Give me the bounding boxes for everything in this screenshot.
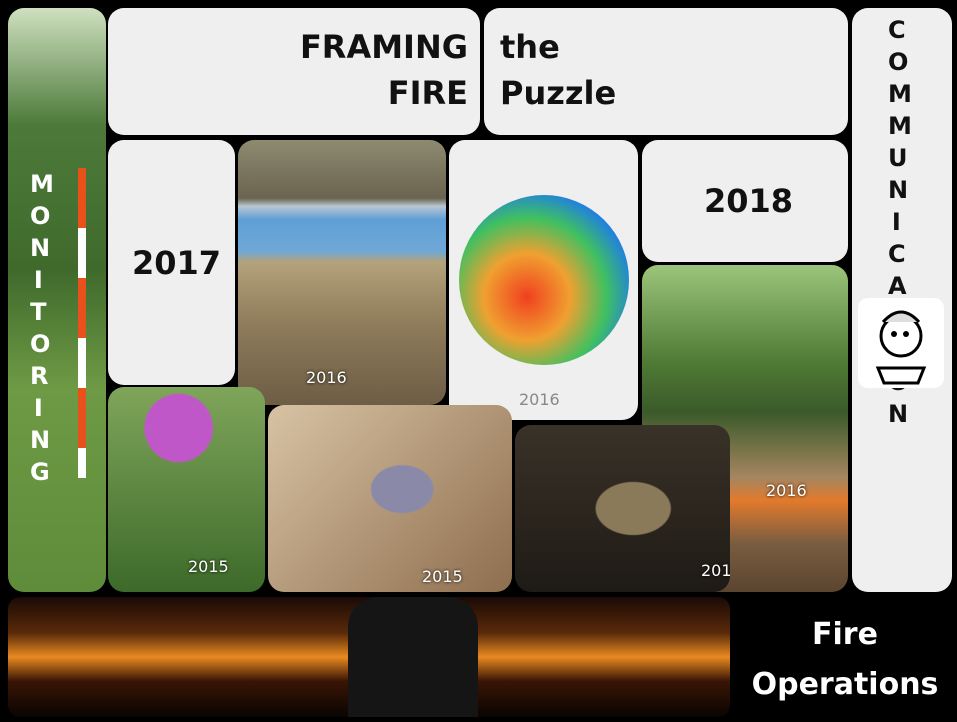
butterfly-photo: 2015 <box>268 405 512 592</box>
monitoring-label: MONITORING <box>30 168 47 488</box>
year-label: 2015 <box>422 567 463 586</box>
communication-strip: COMMUNICATION <box>852 8 952 592</box>
globe-tile: 2016 <box>449 140 638 420</box>
page: MONITORING FRAMINGFIRE thePuzzle COMMUNI… <box>0 0 957 722</box>
year-text: 2018 <box>704 178 793 224</box>
firefighter <box>348 597 478 717</box>
survey-pole <box>78 168 86 478</box>
year-label: 2016 <box>306 368 347 387</box>
turtle-photo: 2015 <box>515 425 730 592</box>
year-tile: 2018 <box>642 140 848 262</box>
footer-line: Fire <box>740 610 950 660</box>
year-label: 2015 <box>188 557 229 576</box>
year-tile: 2017 <box>108 140 235 385</box>
globe <box>459 195 629 365</box>
year-label: 2015 <box>701 561 730 580</box>
thistle-photo: 2015 <box>108 387 265 592</box>
monitoring-photo: MONITORING <box>8 8 106 592</box>
title-line: the <box>500 24 616 70</box>
year-label: 2016 <box>766 481 807 500</box>
year-text: 2017 <box>132 240 221 286</box>
title-line: Puzzle <box>500 70 616 116</box>
year-label: 2016 <box>519 390 560 409</box>
cartoon-icon <box>858 298 944 388</box>
title-line: FRAMING <box>300 24 468 70</box>
lake-photo: 2016 <box>238 140 446 405</box>
footer-line: Operations <box>740 660 950 710</box>
fire-photo <box>8 597 730 717</box>
title-line: FIRE <box>300 70 468 116</box>
